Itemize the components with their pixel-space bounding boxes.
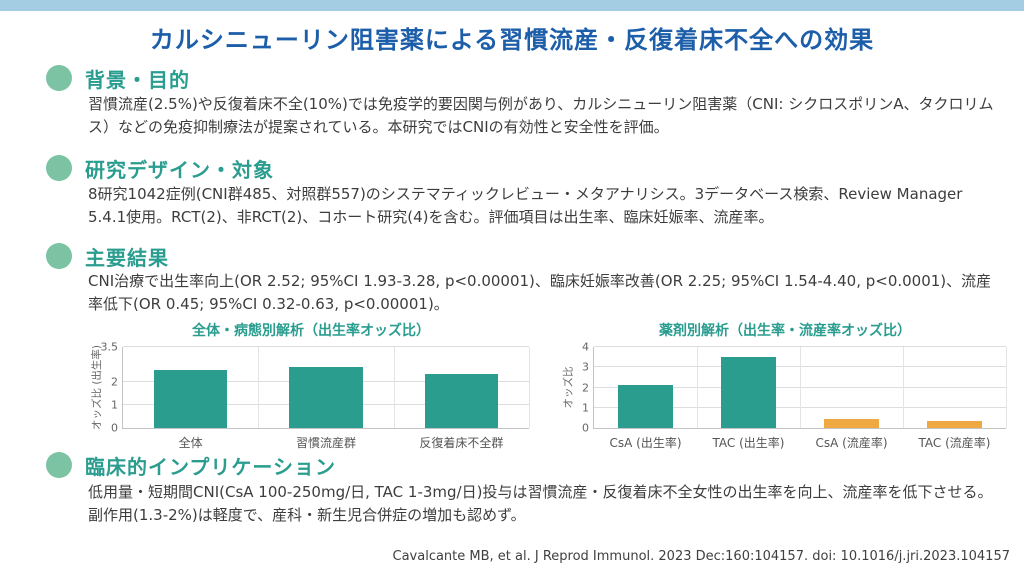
y-tick-label: 0 (111, 421, 118, 435)
chart-overall-analysis: 全体・病態別解析（出生率オッズ比） オッズ比 (出生率) 0 1 2 3.5 全体 習慣流… (85, 320, 537, 450)
bar (154, 369, 228, 428)
gridline (529, 347, 530, 428)
section-header-results: 主要結果 (46, 242, 169, 270)
bar (289, 366, 363, 428)
section-heading-background: 背景・目的 (85, 67, 190, 92)
section-body-implication: 低用量・短期間CNI(CsA 100-250mg/日, TAC 1-3mg/日)… (88, 483, 993, 524)
gridline (123, 346, 529, 347)
y-tick-label: 1 (582, 401, 589, 415)
gridline (393, 347, 395, 428)
x-tick-label: TAC (流産率) (918, 436, 991, 450)
y-tick-label: 3.5 (100, 340, 119, 354)
section-bullet-icon (46, 65, 72, 91)
x-tick-label: CsA (出生率) (609, 436, 682, 450)
bar (823, 418, 880, 428)
section-heading-implication: 臨床的インプリケーション (85, 454, 336, 479)
plot-area: 0 1 2 3.5 全体 習慣流産群 反復着床不全群 (101, 341, 530, 450)
slide-title: カルシニューリン阻害薬による習慣流産・反復着床不全への効果 (149, 26, 875, 54)
section-header-background: 背景・目的 (46, 64, 190, 92)
gridline (697, 347, 698, 428)
chart-drug-analysis: 薬剤別解析（出生率・流産率オッズ比） オッズ比 0 1 2 3 4 CsA (出生率) TA… (556, 320, 1014, 450)
x-tick-label: 反復着床不全群 (419, 436, 504, 450)
x-tick-label: TAC (出生率) (712, 436, 785, 450)
bar (424, 373, 498, 428)
chart-title: 全体・病態別解析（出生率オッズ比） (192, 323, 430, 339)
gridline (903, 347, 904, 428)
section-bullet-icon (46, 155, 72, 181)
section-heading-design: 研究デザイン・対象 (85, 157, 274, 182)
citation-text: Cavalcante MB, et al. J Reprod Immunol. … (392, 549, 1011, 564)
chart-title: 薬剤別解析（出生率・流産率オッズ比） (659, 323, 911, 339)
gridline (594, 346, 1006, 347)
y-tick-label: 3 (582, 360, 589, 374)
section-header-implication: 臨床的インプリケーション (46, 451, 336, 479)
section-bullet-icon (46, 452, 72, 478)
gridline (258, 347, 260, 428)
plot-area: 0 1 2 3 4 CsA (出生率) TAC (出生率) CsA (流産率) TAC (流産率… (582, 341, 1007, 450)
section-body-background: 習慣流産(2.5%)や反復着床不全(10%)では免疫学的要因関与例があり、カルシ… (88, 95, 994, 136)
section-bullet-icon (46, 243, 72, 269)
section-header-design: 研究デザイン・対象 (46, 154, 274, 182)
bar (617, 385, 674, 428)
y-tick-label: 2 (111, 375, 118, 389)
y-axis-label: オッズ比 (562, 366, 575, 409)
section-heading-results: 主要結果 (85, 245, 169, 270)
gridline (800, 347, 801, 428)
section-body-results: CNI治療で出生率向上(OR 2.52; 95%CI 1.93-3.28, p<… (88, 272, 992, 313)
x-tick-label: 全体 (178, 436, 203, 450)
y-axis-label: オッズ比 (出生率) (91, 344, 104, 431)
x-tick-label: 習慣流産群 (295, 436, 356, 450)
y-tick-label: 2 (582, 381, 589, 394)
y-tick-label: 0 (582, 421, 589, 435)
y-tick-label: 1 (111, 398, 118, 412)
gridline (1006, 347, 1007, 428)
section-body-design: 8研究1042症例(CNI群485、対照群557)のシステマティックレビュー・メ… (88, 185, 963, 226)
x-tick-label: CsA (流産率) (815, 436, 888, 450)
top-accent-bar (0, 0, 1024, 11)
bar (926, 420, 983, 428)
y-tick-label: 4 (582, 340, 589, 354)
bar (720, 357, 777, 428)
